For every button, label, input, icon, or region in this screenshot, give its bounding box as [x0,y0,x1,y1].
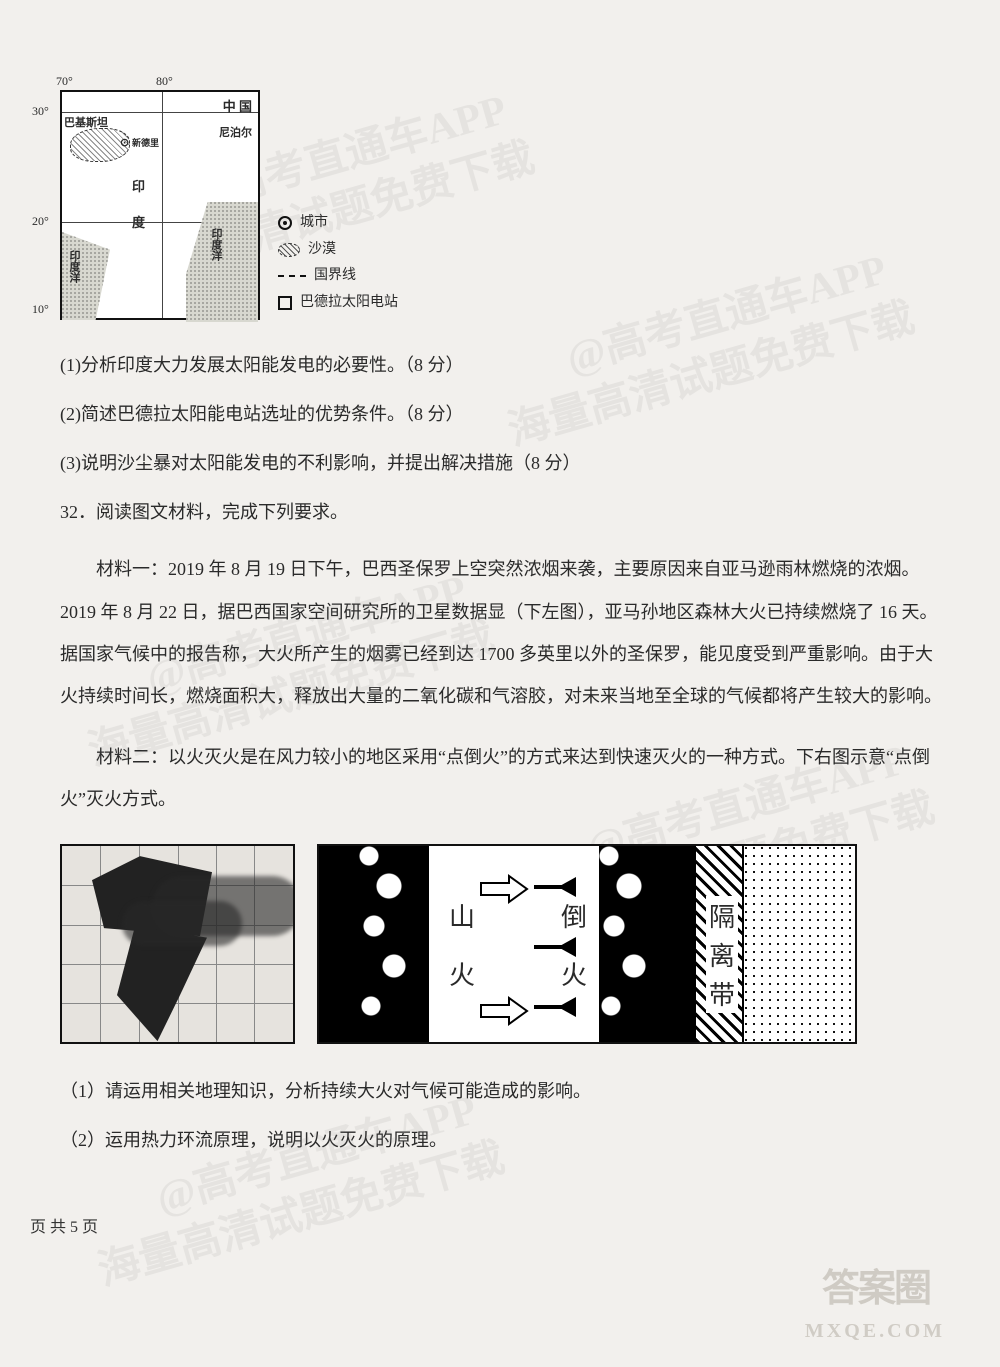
lat-label: 20° [32,214,49,229]
material-1: 材料一：2019 年 8 月 19 日下午，巴西圣保罗上空突然浓烟来袭，主要原因… [60,548,950,717]
question-32-1: （1）请运用相关地理知识，分析持续大火对气候可能造成的影响。 [60,1074,950,1109]
watermark-url: MXQE.COM [805,1320,945,1343]
legend-row: 沙漠 [278,237,398,264]
figure-row: 山火 山火 倒火 隔离带 [60,844,950,1044]
question-1: (1)分析印度大力发展太阳能发电的必要性。（8 分） [60,348,950,383]
label-nepal: 尼泊尔 [219,124,252,140]
exam-page: @高考直通车APP 海量高清试题免费下载 @高考直通车APP 海量高清试题免费下… [0,0,1000,1212]
legend-label: 国界线 [314,263,356,290]
ocean-east [186,202,258,322]
label-gelidai: 隔离带 [706,896,738,992]
mountain-fire-flames [319,846,429,1042]
backfire-diagram: 山火 山火 倒火 隔离带 [317,844,857,1044]
watermark-logo: 答案圈 [822,1257,930,1312]
map-with-legend: 70° 80° 30° 20° 10° 中 国 巴基斯坦 尼泊尔 印 度 ⊙ 新… [60,90,950,320]
legend-label: 沙漠 [308,237,336,264]
border-icon [278,275,306,277]
lon-label: 80° [156,74,173,89]
outside-area [744,846,855,1042]
page-footer: 页 共 5 页 [30,1213,98,1237]
legend-label: 城市 [300,210,328,237]
lat-label: 10° [32,302,49,317]
legend-label: 巴德拉太阳电站 [300,290,398,317]
question-32-2: （2）运用热力环流原理，说明以火灭火的原理。 [60,1123,950,1158]
wind-arrow-icon [479,874,529,904]
label-shanhuo: 山火 山火 [449,886,475,1002]
wind-arrow-icon [479,996,529,1026]
backfire-arrow-icon [534,878,592,896]
station-icon [278,296,292,310]
desert-icon [278,243,300,257]
gridline [162,92,163,318]
label-city: ⊙ 新德里 [120,136,159,149]
backfire-arrow-icon [534,938,592,956]
satellite-map [60,844,295,1044]
material-2: 材料二：以火灭火是在风力较小的地区采用“点倒火”的方式来达到快速灭火的一种方式。… [60,736,950,821]
backfire-arrow-icon [534,998,592,1016]
legend-row: 国界线 [278,263,398,290]
back-fire-flames [599,846,709,1042]
smoke-plume [122,901,242,946]
city-icon [278,216,292,230]
question-2: (2)简述巴德拉太阳能电站选址的优势条件。（8 分） [60,397,950,432]
legend-row: 巴德拉太阳电站 [278,290,398,317]
label-ocean-e: 印度洋 [208,228,224,261]
label-china: 中 国 [223,96,252,115]
label-india2: 度 [132,212,145,231]
gridline [100,846,101,1042]
lon-label: 70° [56,74,73,89]
map-legend: 城市 沙漠 国界线 巴德拉太阳电站 [278,210,398,316]
label-ocean-w: 印度洋 [66,250,82,283]
legend-row: 城市 [278,210,398,237]
question-3: (3)说明沙尘暴对太阳能发电的不利影响，并提出解决措施（8 分） [60,446,950,481]
gridline [62,1003,293,1004]
lat-label: 30° [32,104,49,119]
india-map: 70° 80° 30° 20° 10° 中 国 巴基斯坦 尼泊尔 印 度 ⊙ 新… [60,90,260,320]
label-india1: 印 [132,176,145,195]
question-32-stem: 32．阅读图文材料，完成下列要求。 [60,495,950,530]
